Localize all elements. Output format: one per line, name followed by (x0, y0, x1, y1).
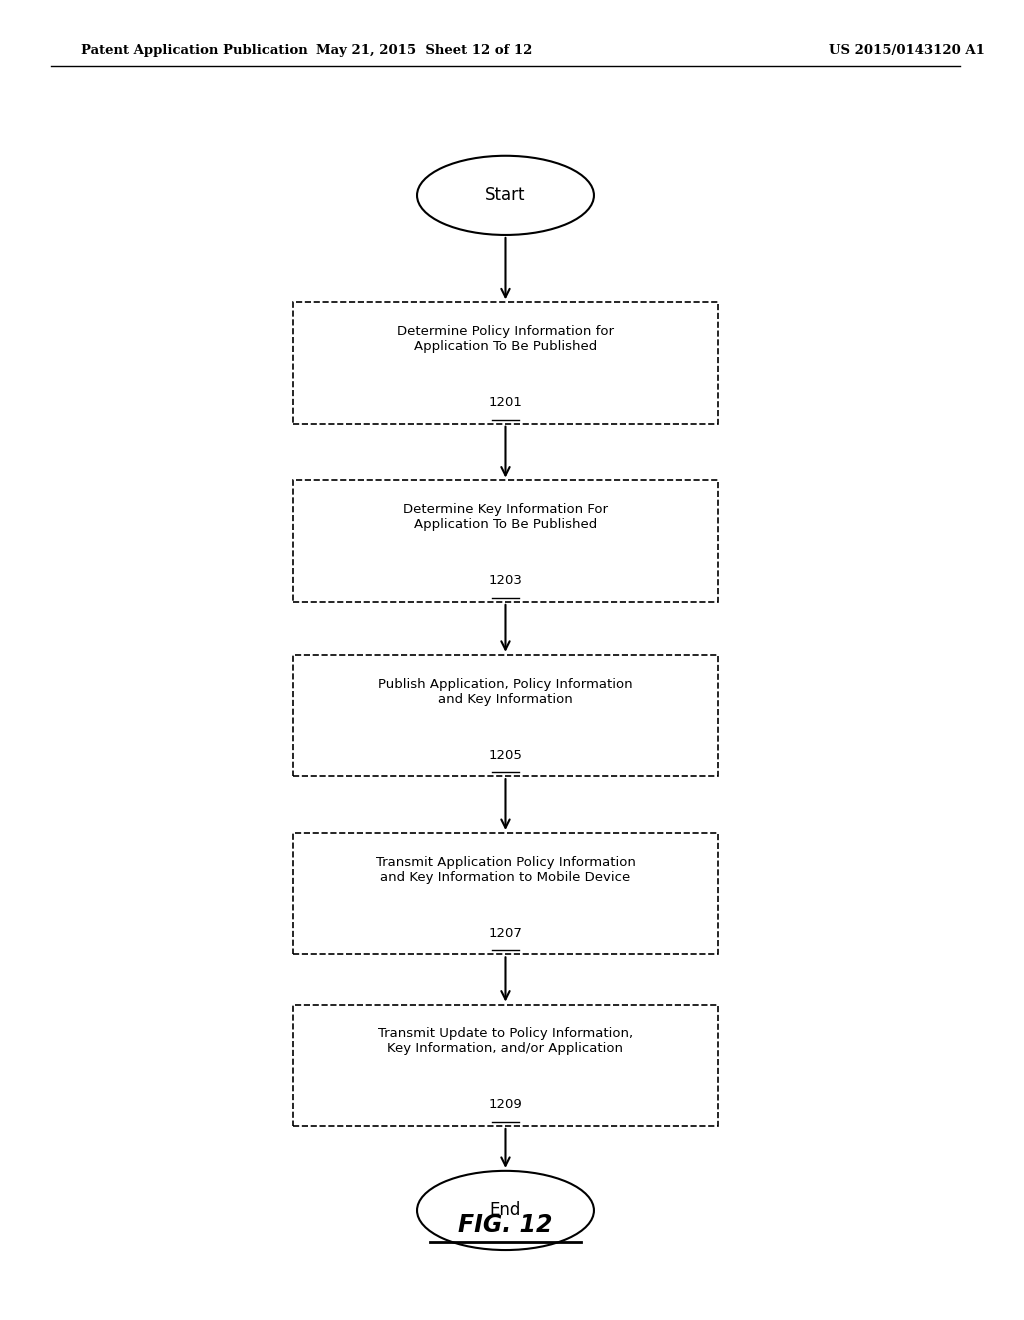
FancyBboxPatch shape (293, 1005, 718, 1126)
Text: 1207: 1207 (488, 927, 522, 940)
Text: 1205: 1205 (488, 748, 522, 762)
Text: 1209: 1209 (488, 1098, 522, 1111)
Text: FIG. 12: FIG. 12 (458, 1213, 553, 1237)
Text: Transmit Update to Policy Information,
Key Information, and/or Application: Transmit Update to Policy Information, K… (378, 1027, 633, 1056)
Text: Patent Application Publication: Patent Application Publication (81, 44, 307, 57)
Text: May 21, 2015  Sheet 12 of 12: May 21, 2015 Sheet 12 of 12 (316, 44, 532, 57)
Text: 1203: 1203 (488, 574, 522, 587)
FancyBboxPatch shape (293, 302, 718, 424)
Text: Determine Key Information For
Application To Be Published: Determine Key Information For Applicatio… (403, 503, 608, 532)
FancyBboxPatch shape (293, 655, 718, 776)
Text: Determine Policy Information for
Application To Be Published: Determine Policy Information for Applica… (397, 325, 614, 354)
Text: 1201: 1201 (488, 396, 522, 409)
FancyBboxPatch shape (293, 833, 718, 954)
Text: Start: Start (485, 186, 525, 205)
FancyBboxPatch shape (293, 480, 718, 602)
Text: US 2015/0143120 A1: US 2015/0143120 A1 (829, 44, 985, 57)
Text: Transmit Application Policy Information
and Key Information to Mobile Device: Transmit Application Policy Information … (376, 855, 636, 884)
Text: Publish Application, Policy Information
and Key Information: Publish Application, Policy Information … (378, 677, 633, 706)
Text: End: End (489, 1201, 521, 1220)
